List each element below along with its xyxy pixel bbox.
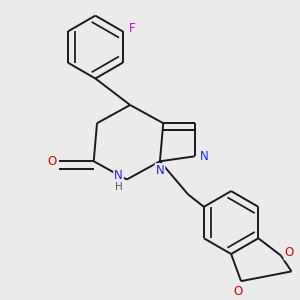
Text: F: F	[129, 22, 136, 35]
Text: O: O	[284, 246, 294, 259]
Text: H: H	[115, 182, 122, 192]
Text: N: N	[200, 150, 208, 163]
Text: O: O	[233, 285, 242, 298]
Text: N: N	[114, 169, 123, 182]
Text: O: O	[48, 155, 57, 168]
Text: N: N	[156, 164, 164, 177]
